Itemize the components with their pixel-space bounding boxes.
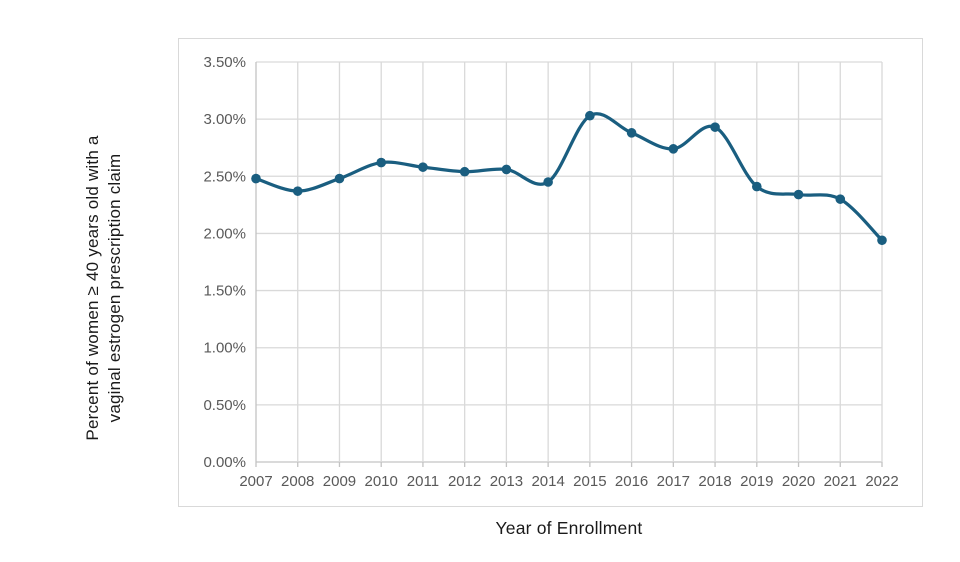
- y-tick-label: 3.00%: [203, 111, 246, 128]
- x-tick-label: 2021: [824, 473, 857, 490]
- x-tick-label: 2018: [698, 473, 731, 490]
- data-point-2013: [501, 164, 512, 175]
- y-axis-title-line2: vaginal estrogen prescription claim: [105, 153, 124, 423]
- y-tick-label: 1.00%: [203, 340, 246, 357]
- y-tick-label: 2.00%: [203, 225, 246, 242]
- x-tick-label: 2016: [615, 473, 648, 490]
- x-tick-label: 2013: [490, 473, 523, 490]
- data-point-2014: [543, 177, 553, 187]
- data-point-2018: [710, 122, 720, 132]
- x-tick-label: 2007: [239, 473, 272, 490]
- data-point-2020: [793, 189, 804, 200]
- x-tick-label: 2011: [407, 473, 439, 490]
- x-tick-label: 2010: [365, 473, 398, 490]
- x-tick-label: 2008: [281, 473, 314, 490]
- y-tick-label: 0.50%: [203, 397, 246, 414]
- y-tick-label: 1.50%: [203, 283, 246, 300]
- x-tick-label: 2015: [573, 473, 606, 490]
- y-axis-title: Percent of women ≥ 40 years old with a v…: [82, 55, 128, 521]
- data-point-2008: [292, 186, 303, 196]
- x-tick-label: 2020: [782, 473, 815, 490]
- data-point-2009: [334, 173, 345, 184]
- x-tick-label: 2017: [657, 473, 690, 490]
- y-tick-label: 2.50%: [203, 168, 246, 185]
- data-point-2021: [835, 194, 846, 204]
- data-point-2012: [459, 166, 470, 177]
- data-point-2015: [585, 110, 595, 121]
- data-point-2017: [668, 144, 679, 154]
- data-point-2010: [376, 157, 387, 168]
- data-point-2019: [752, 181, 762, 192]
- y-tick-label: 3.50%: [203, 54, 246, 71]
- data-point-2016: [626, 128, 637, 138]
- x-axis-title: Year of Enrollment: [495, 518, 643, 538]
- data-point-2007: [251, 173, 261, 184]
- x-tick-label: 2022: [865, 473, 898, 490]
- x-tick-label: 2019: [740, 473, 773, 490]
- data-point-2022: [877, 235, 887, 246]
- series-line: [254, 112, 884, 242]
- y-tick-label: 0.00%: [203, 454, 246, 471]
- y-axis-title-line1: Percent of women ≥ 40 years old with a: [83, 135, 102, 441]
- x-tick-label: 2012: [448, 473, 481, 490]
- x-tick-label: 2014: [531, 473, 564, 490]
- data-point-2011: [418, 162, 428, 172]
- x-tick-label: 2009: [323, 473, 356, 490]
